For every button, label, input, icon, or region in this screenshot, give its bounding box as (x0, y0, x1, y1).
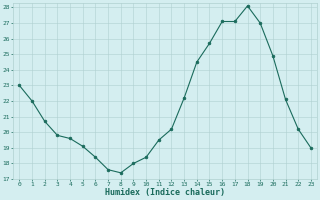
X-axis label: Humidex (Indice chaleur): Humidex (Indice chaleur) (105, 188, 225, 197)
